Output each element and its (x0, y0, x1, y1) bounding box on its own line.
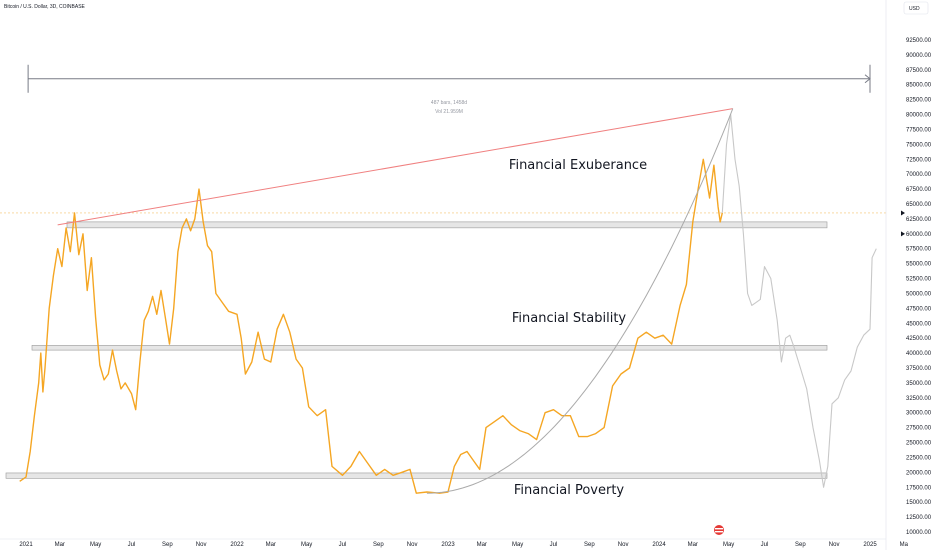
y-tick-label: 47500.00 (906, 306, 932, 312)
y-tick-label: 20000.00 (906, 470, 932, 476)
y-tick-label: 12500.00 (906, 515, 932, 521)
currency-label: USD (909, 6, 920, 12)
y-tick-label: 90000.00 (906, 53, 932, 59)
y-tick-label: 50000.00 (906, 291, 932, 297)
projection-line (721, 113, 877, 488)
y-tick-label: 92500.00 (906, 38, 932, 44)
y-tick-label: 30000.00 (906, 411, 932, 417)
x-tick-label: 2022 (230, 542, 244, 548)
price-axis[interactable]: 10000.00 12500.00 15000.00 17500.00 20000.00… (885, 0, 932, 550)
zone-label: Financial Stability (512, 311, 627, 326)
x-tick-label: May (723, 542, 734, 548)
y-tick-label: 55000.00 (906, 262, 932, 268)
y-tick-label: 82500.00 (906, 98, 932, 104)
zone-labels: Financial Exuberance Financial Stability F… (509, 158, 647, 498)
btc-price-line (19, 158, 723, 494)
x-tick-label: 2024 (652, 542, 666, 548)
y-tick-label: 35000.00 (906, 381, 932, 387)
y-tick-label: 10000.00 (906, 530, 932, 536)
x-tick-label: Mar (266, 542, 276, 548)
y-tick-label: 75000.00 (906, 142, 932, 148)
zone-label: Financial Poverty (514, 483, 625, 498)
x-tick-label: Mar (688, 542, 698, 548)
y-tick-label: 22500.00 (906, 455, 932, 461)
y-tick-label: 57500.00 (906, 247, 932, 253)
x-tick-label: Nov (618, 542, 629, 548)
y-tick-label: 77500.00 (906, 127, 932, 133)
parabolic-curve (426, 108, 734, 494)
y-tick-label: 27500.00 (906, 426, 932, 432)
x-tick-label: Jul (550, 542, 558, 548)
y-tick-label: 72500.00 (906, 157, 932, 163)
price-marker-icon (901, 231, 905, 237)
x-tick-label: 2023 (441, 542, 455, 548)
drawing-overlays (57, 108, 734, 494)
x-tick-label: 2025 (863, 542, 877, 548)
x-tick-label: May (301, 542, 312, 548)
y-tick-label: 70000.00 (906, 172, 932, 178)
flag-icon[interactable] (714, 525, 724, 535)
zone-bands (5, 221, 828, 479)
x-tick-label: Nov (829, 542, 840, 548)
y-tick-label: 37500.00 (906, 366, 932, 372)
y-tick-label: 52500.00 (906, 277, 932, 283)
zone-band (31, 345, 828, 351)
y-tick-label: 32500.00 (906, 396, 932, 402)
y-tick-label: 62500.00 (906, 217, 932, 223)
zone-band (66, 221, 828, 229)
price-series (19, 113, 877, 494)
x-tick-label: Ma (900, 542, 909, 548)
currency-selector[interactable] (903, 1, 929, 15)
x-tick-label: Nov (196, 542, 207, 548)
y-tick-label: 15000.00 (906, 500, 932, 506)
x-tick-label: 2021 (19, 542, 33, 548)
y-tick-label: 40000.00 (906, 351, 932, 357)
y-tick-label: 85000.00 (906, 83, 932, 89)
y-tick-label: 87500.00 (906, 68, 932, 74)
range-measure-tool[interactable]: 487 bars, 1458d Vol 21.959M (27, 64, 871, 115)
measure-arrow-icon (864, 74, 871, 84)
x-tick-label: Sep (162, 542, 173, 548)
x-tick-label: May (90, 542, 101, 548)
x-tick-label: Sep (584, 542, 595, 548)
y-tick-label: 25000.00 (906, 441, 932, 447)
x-tick-label: Jul (761, 542, 769, 548)
zone-band (5, 472, 828, 479)
y-tick-label: 65000.00 (906, 202, 932, 208)
x-tick-label: Mar (477, 542, 487, 548)
x-tick-label: Sep (795, 542, 806, 548)
y-tick-label: 45000.00 (906, 321, 932, 327)
x-tick-label: May (512, 542, 523, 548)
price-marker-icon (901, 210, 905, 216)
x-tick-label: Jul (128, 542, 136, 548)
zone-label: Financial Exuberance (509, 158, 647, 173)
y-tick-label: 60000.00 (906, 232, 932, 238)
x-tick-label: Nov (407, 542, 418, 548)
x-tick-label: Sep (373, 542, 384, 548)
symbol-title: Bitcoin / U.S. Dollar, 3D, COINBASE (4, 4, 86, 10)
resistance-trendline (57, 108, 733, 226)
y-tick-label: 80000.00 (906, 113, 932, 119)
measure-bars-text: 487 bars, 1458d (431, 100, 467, 106)
y-tick-label: 42500.00 (906, 336, 932, 342)
x-tick-label: Mar (55, 542, 65, 548)
time-axis[interactable]: 2021 Mar May Jul Sep Nov 2022 Mar May Jul Sep Nov 20… (0, 538, 909, 548)
y-tick-label: 67500.00 (906, 187, 932, 193)
y-tick-label: 17500.00 (906, 485, 932, 491)
x-tick-label: Jul (339, 542, 347, 548)
measure-volume-text: Vol 21.959M (435, 109, 463, 115)
